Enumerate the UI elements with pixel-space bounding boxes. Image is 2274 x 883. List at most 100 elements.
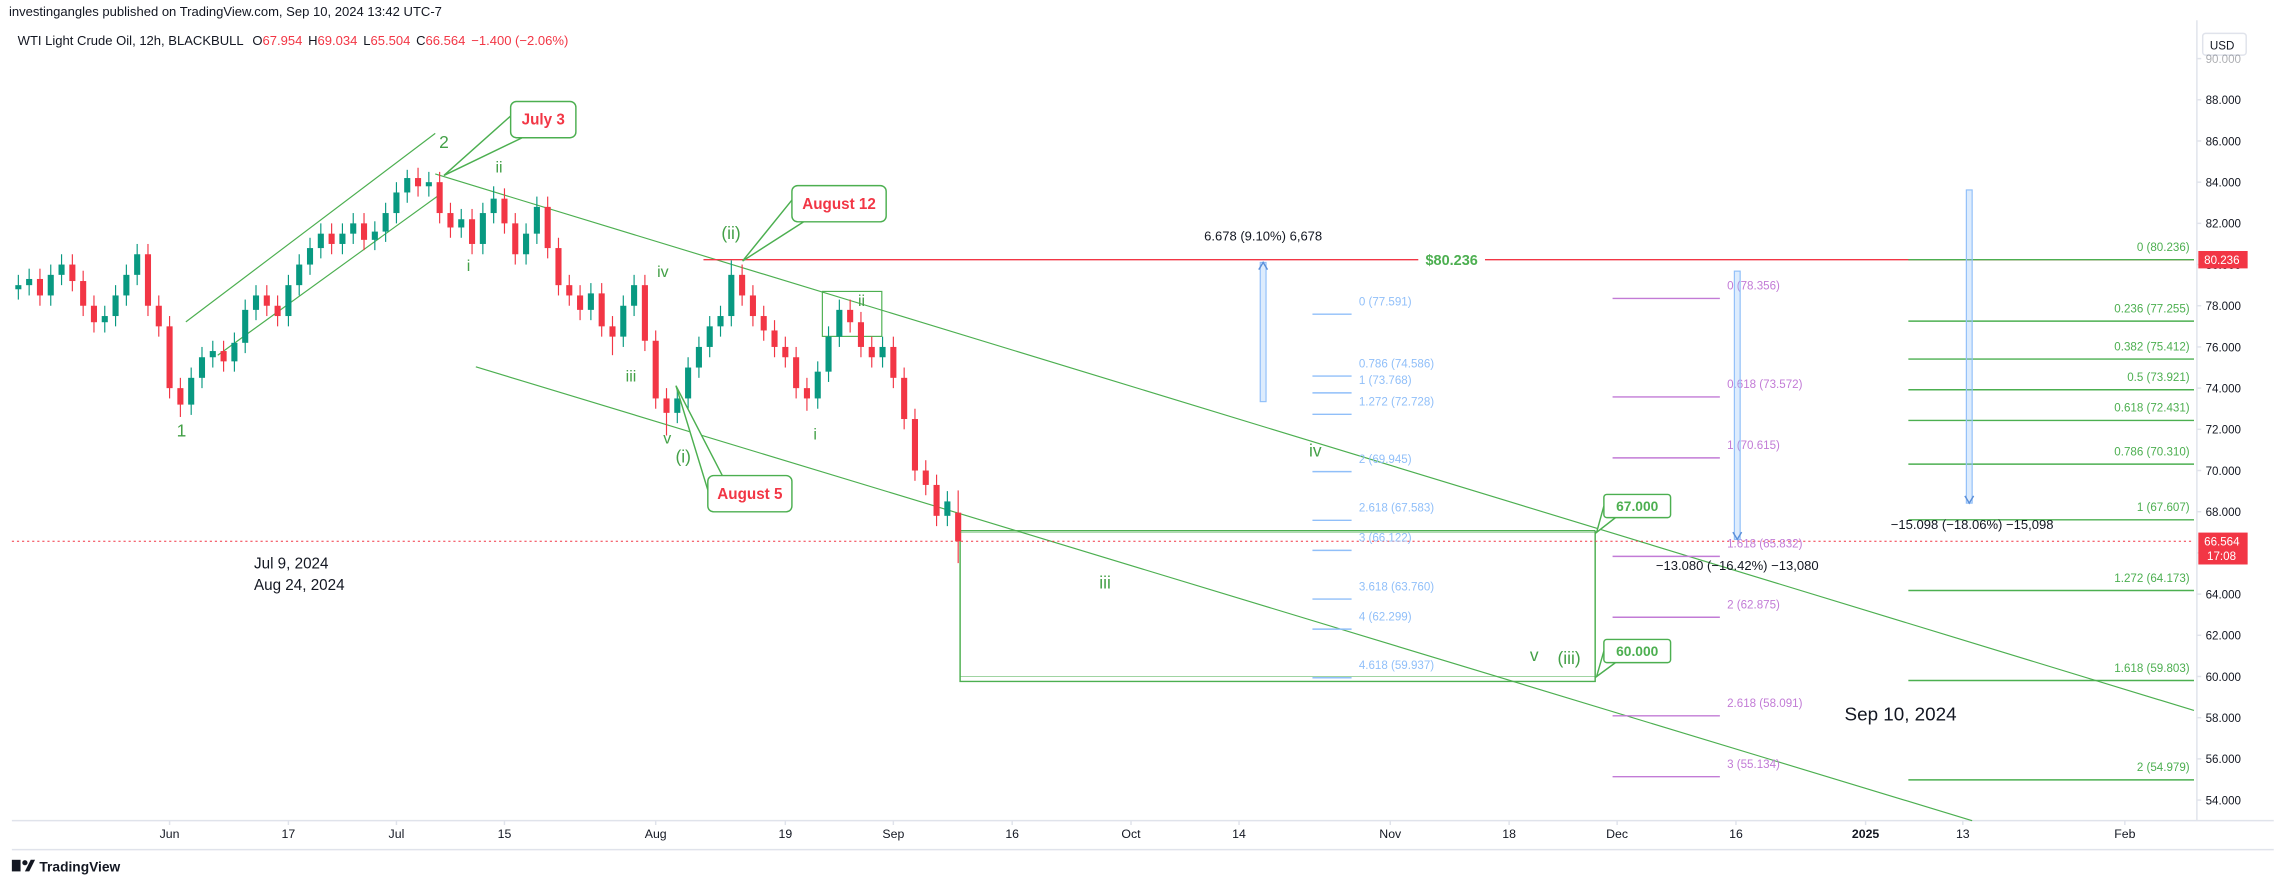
- date-note: Sep 10, 2024: [1845, 704, 1957, 725]
- candle-body: [58, 264, 65, 275]
- candle-body: [706, 326, 713, 347]
- candle-body: [911, 419, 919, 471]
- candle-body: [652, 340, 659, 399]
- candle-body: [836, 309, 843, 337]
- x-tick-label: 2025: [1852, 827, 1880, 841]
- candle-body: [15, 285, 22, 290]
- y-tick-label: 86.000: [2206, 136, 2241, 148]
- ohlc-value: 65.504: [370, 33, 410, 48]
- candle-body: [112, 295, 119, 317]
- y-tick-label: 88.000: [2206, 95, 2241, 107]
- candle-body: [501, 198, 508, 224]
- candle-body: [252, 295, 260, 310]
- candle-body: [760, 316, 767, 331]
- wave-label: iv: [1309, 441, 1322, 461]
- trend-line: [475, 366, 1973, 822]
- candle-body: [220, 351, 227, 362]
- ohlc-letter: O: [252, 33, 262, 48]
- y-tick-label: 70.000: [2206, 466, 2241, 478]
- resistance-label-bg: [1418, 249, 1485, 269]
- wave-label: v: [1530, 645, 1539, 665]
- fib-label: 3.618 (63.760): [1359, 581, 1434, 593]
- fib-label: 0.786 (70.310): [2114, 446, 2189, 458]
- fib-label: 0.5 (73.921): [2127, 372, 2190, 384]
- callout-box: [509, 100, 577, 139]
- fib-label: 1 (73.768): [1359, 375, 1412, 387]
- candle-body: [609, 326, 616, 337]
- fib-label: 2.618 (67.583): [1359, 503, 1434, 515]
- resistance-label: $80.236: [1425, 253, 1477, 269]
- measure-bar: [1733, 270, 1741, 540]
- candle-body: [447, 213, 454, 228]
- wave-label: iv: [657, 264, 669, 281]
- y-tick-label: 82.000: [2206, 219, 2241, 231]
- candle-body: [26, 278, 33, 286]
- y-tick-label: 56.000: [2206, 754, 2241, 766]
- symbol-line: WTI Light Crude Oil, 12h, BLACKBULL O67.9…: [18, 33, 569, 48]
- wave-label: ii: [858, 293, 865, 310]
- candle-body: [414, 178, 422, 187]
- candle-body: [533, 206, 540, 234]
- callout-tail: [742, 199, 804, 262]
- target-label: 60.000: [1616, 644, 1658, 659]
- fib-label: 0 (80.236): [2137, 242, 2190, 254]
- wave-label: ii: [495, 160, 502, 177]
- candle-body: [296, 264, 303, 286]
- measure-arrow: [1732, 531, 1743, 541]
- candle-body: [69, 264, 76, 282]
- currency[interactable]: USD: [2210, 40, 2234, 52]
- ohlc-letter: L: [363, 33, 370, 48]
- y-tick-label: 72.000: [2206, 425, 2241, 437]
- wave-box: [821, 290, 883, 337]
- ohlc-value: 67.954: [262, 33, 302, 48]
- fib-label: 0.382 (75.412): [2114, 341, 2189, 353]
- y-tick-label: 84.000: [2206, 178, 2241, 190]
- measure-label: 6.678 (9.10%) 6,678: [1204, 229, 1322, 244]
- candle-body: [371, 231, 378, 240]
- candle-body: [566, 285, 573, 296]
- candle-body: [36, 278, 43, 296]
- wave-label: 1: [177, 420, 187, 440]
- publisher: investingangles published on TradingView…: [9, 4, 442, 19]
- trend-line: [217, 195, 439, 356]
- callout-tail: [443, 115, 523, 177]
- candle-body: [728, 274, 735, 317]
- x-tick-label: 18: [1502, 827, 1516, 841]
- fib-label: 2 (62.875): [1727, 600, 1780, 612]
- candle-body: [231, 342, 238, 362]
- target-box: [1603, 638, 1672, 664]
- x-tick-label: 19: [778, 827, 792, 841]
- wave-label: (ii): [721, 223, 740, 243]
- candle-body: [674, 398, 681, 413]
- fib-label: 4 (62.299): [1359, 611, 1412, 623]
- measure-arrow: [1964, 495, 1975, 505]
- fib-label: 1 (67.607): [2137, 502, 2190, 514]
- candle-body: [479, 213, 486, 244]
- candle-body: [771, 330, 778, 347]
- target-tail: [1595, 505, 1616, 535]
- target-box: [1603, 493, 1672, 519]
- fib-label: 1.618 (65.832): [1727, 539, 1802, 551]
- candle-body: [955, 512, 962, 542]
- candle-body: [80, 281, 87, 306]
- candle-body: [274, 305, 281, 317]
- callout-box: [791, 184, 887, 223]
- x-tick-label: Sep: [882, 827, 904, 841]
- ohlc-letter: C: [416, 33, 425, 48]
- currency-box[interactable]: [2201, 32, 2247, 56]
- fib-label: 2 (54.979): [2137, 762, 2190, 774]
- wave-label: i: [813, 426, 817, 443]
- candle-body: [857, 322, 864, 347]
- candle-body: [814, 371, 821, 399]
- fib-label: 3 (66.122): [1359, 533, 1412, 545]
- x-tick-label: Jul: [389, 827, 405, 841]
- candle-body: [134, 254, 141, 275]
- candle-body: [922, 470, 929, 485]
- fib-label: 0 (77.591): [1359, 296, 1412, 308]
- candle-body: [695, 346, 702, 368]
- candle-body: [901, 377, 908, 420]
- fib-label: 0.236 (77.255): [2114, 303, 2189, 315]
- trend-line: [435, 173, 2195, 712]
